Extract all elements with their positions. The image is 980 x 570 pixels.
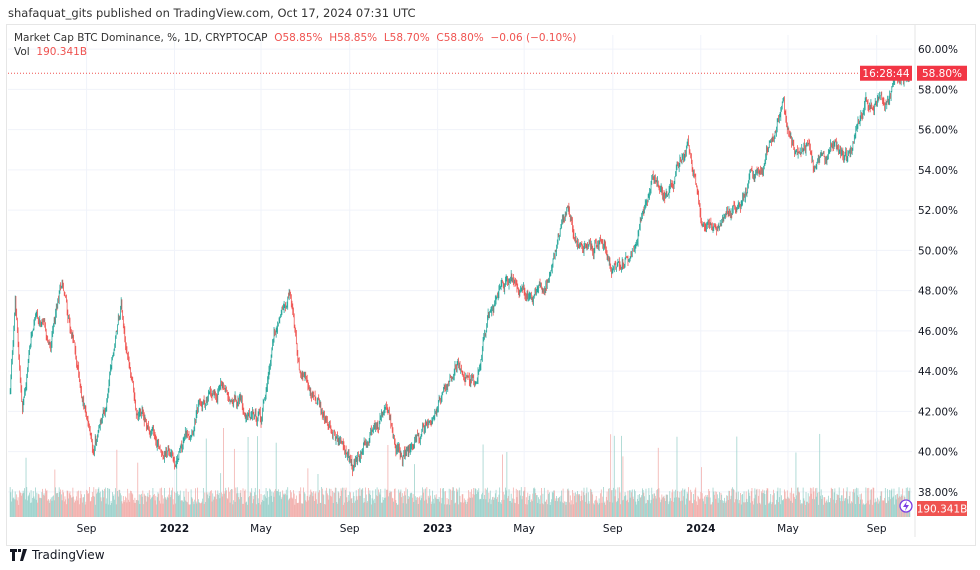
price-label-countdown: 16:28:44 [862, 68, 909, 80]
x-tick-label: 2024 [686, 523, 715, 535]
y-tick-label: 60.00% [918, 44, 958, 56]
x-tick-label: 2023 [423, 523, 452, 535]
high-value: H58.85% [329, 32, 378, 44]
y-axis: 60.00% 58.00% 56.00% 54.00% 52.00% 50.00% 48.0… [918, 44, 958, 499]
candles [9, 68, 911, 477]
volume-title[interactable]: Vol [14, 46, 30, 58]
x-tick-label: Sep [603, 523, 623, 535]
x-tick-label: 2022 [160, 523, 189, 535]
y-tick-label: 44.00% [918, 366, 958, 378]
change-value: −0.06 (−0.10%) [490, 32, 577, 44]
dividends-icon[interactable] [899, 499, 913, 513]
x-tick-label: Sep [867, 523, 887, 535]
x-tick-label: May [513, 523, 535, 535]
volume-label-value: 190.341B [917, 504, 968, 516]
price-label: 58.80% 16:28:44 [860, 65, 967, 81]
y-tick-label: 42.00% [918, 406, 958, 418]
y-tick-label: 46.00% [918, 326, 958, 338]
open-value: O58.85% [274, 32, 323, 44]
publisher-line: shafaquat_gits published on TradingView.… [8, 6, 416, 20]
price-countdown-box [860, 65, 912, 81]
y-tick-label: 38.00% [918, 487, 958, 499]
grid [8, 25, 916, 537]
y-tick-label: 52.00% [918, 205, 958, 217]
footer-brand[interactable]: TradingView [32, 548, 105, 562]
y-tick-label: 54.00% [918, 165, 958, 177]
volume-bars [9, 428, 911, 517]
chart-legend: Market Cap BTC Dominance, %, 1D, CRYPTOC… [14, 31, 576, 59]
y-tick-label: 50.00% [918, 245, 958, 257]
y-tick-label: 40.00% [918, 447, 958, 459]
price-label-value: 58.80% [922, 68, 962, 80]
price-label-box [917, 65, 967, 81]
close-value: C58.80% [436, 32, 484, 44]
y-tick-label: 48.00% [918, 286, 958, 298]
volume-label-box [917, 501, 967, 516]
chart-frame [6, 24, 976, 546]
tradingview-logo-icon [10, 549, 27, 561]
footer: TradingView [10, 548, 105, 562]
x-tick-label: May [777, 523, 799, 535]
x-axis: Sep 2022 May Sep 2023 May Sep 2024 May Sep [77, 523, 887, 535]
low-value: L58.70% [383, 32, 430, 44]
y-tick-label: 56.00% [918, 125, 958, 137]
y-tick-label: 58.00% [918, 84, 958, 96]
symbol-title[interactable]: Market Cap BTC Dominance, %, 1D, CRYPTOC… [14, 32, 268, 44]
x-tick-label: Sep [340, 523, 360, 535]
x-tick-label: Sep [77, 523, 97, 535]
x-tick-label: May [250, 523, 272, 535]
volume-value: 190.341B [36, 46, 88, 58]
volume-label: 190.341B [917, 501, 968, 516]
